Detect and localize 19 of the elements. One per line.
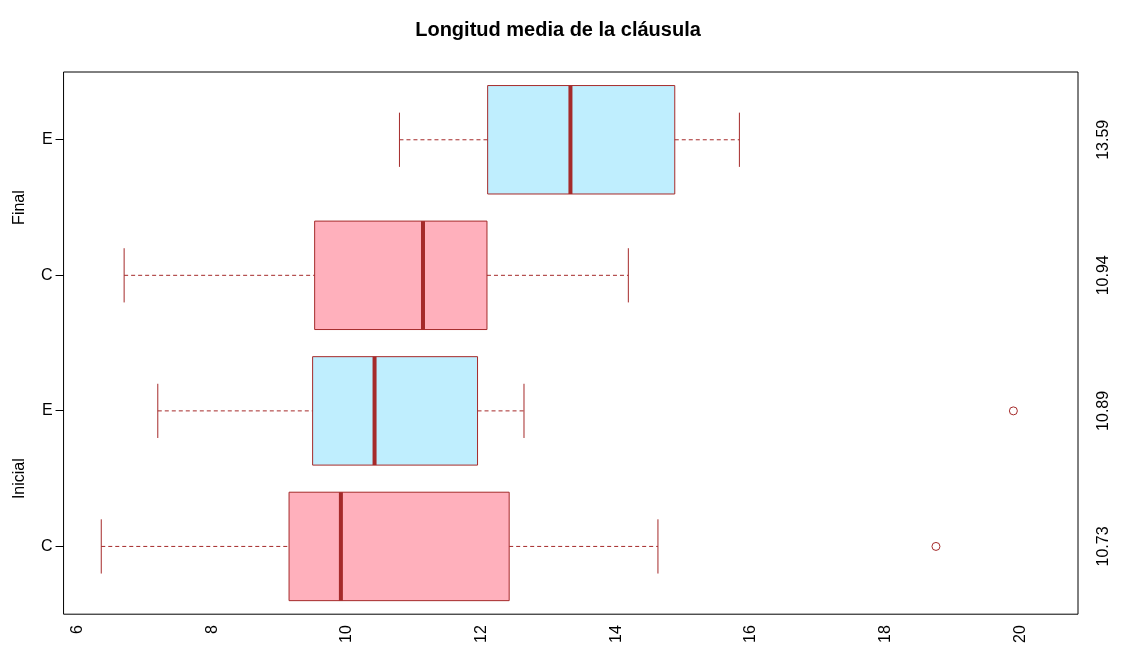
x-tick-label: 14 xyxy=(606,625,624,643)
text: Final xyxy=(10,190,28,225)
text: 13.59 xyxy=(1094,119,1112,160)
text: 10.94 xyxy=(1094,255,1112,296)
text: 10.73 xyxy=(1094,526,1112,567)
x-tick-label: 6 xyxy=(68,625,86,635)
x-tick-label: 10 xyxy=(337,625,355,643)
y-tick-label: C xyxy=(40,265,53,283)
y-tick-label: C xyxy=(40,536,53,554)
y-tick-label: E xyxy=(41,130,53,148)
x-tick-label: 20 xyxy=(1010,625,1028,643)
x-tick-label: 8 xyxy=(202,625,220,635)
x-tick-label: 18 xyxy=(875,625,893,643)
x-tick-label: 16 xyxy=(741,625,759,643)
x-tick-label: 12 xyxy=(471,625,489,643)
text: 10.89 xyxy=(1094,390,1112,431)
text: Inicial xyxy=(10,458,28,500)
chart-title: Longitud media de la cláusula xyxy=(415,17,702,40)
y-tick-label: E xyxy=(41,401,53,419)
